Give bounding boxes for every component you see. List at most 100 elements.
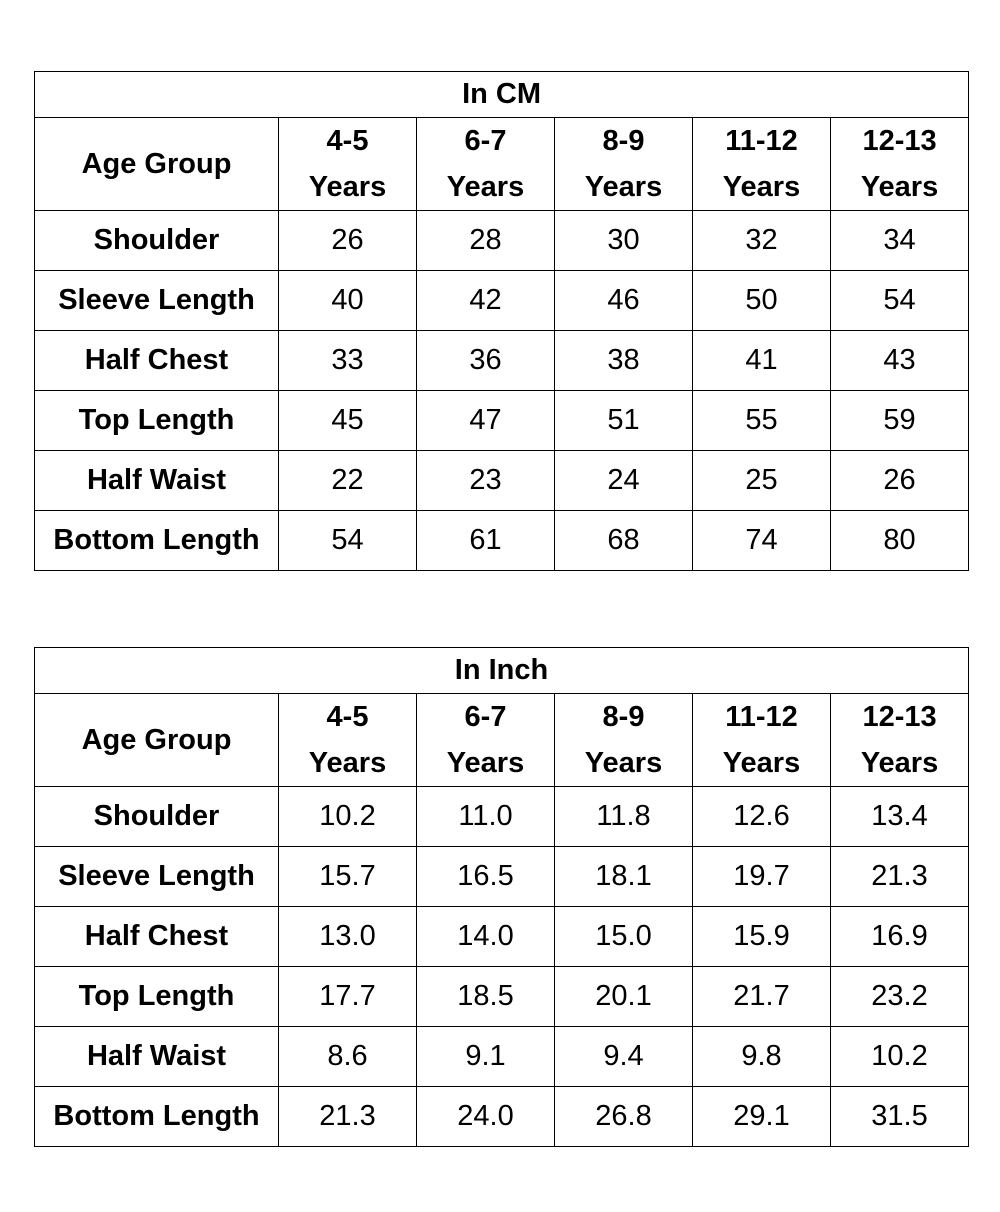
- table-row: Half Waist 8.6 9.1 9.4 9.8 10.2: [34, 1026, 970, 1087]
- measurement-cell: 24.0: [416, 1086, 555, 1147]
- age-range: 12-13: [862, 125, 937, 157]
- table-title: In Inch: [33, 647, 970, 694]
- table-row: Sleeve Length 40 42 46 50 54: [34, 270, 970, 331]
- age-range: 11-12: [725, 701, 798, 733]
- measurement-cell: 16.5: [416, 846, 555, 907]
- age-column-header: 8-9 Years: [554, 693, 693, 787]
- age-range: 8-9: [602, 701, 645, 733]
- table-row: Top Length 45 47 51 55 59: [34, 390, 970, 451]
- measurement-cell: 18.1: [554, 846, 693, 907]
- row-label: Bottom Length: [34, 1086, 279, 1147]
- measurement-cell: 26: [829, 450, 970, 511]
- age-range: 4-5: [326, 701, 369, 733]
- table-row: Bottom Length 21.3 24.0 26.8 29.1 31.5: [34, 1086, 970, 1147]
- measurement-cell: 31.5: [829, 1086, 970, 1147]
- measurement-cell: 12.6: [692, 786, 831, 847]
- measurement-cell: 28: [416, 210, 555, 271]
- measurement-cell: 38: [554, 330, 693, 391]
- measurement-cell: 10.2: [278, 786, 417, 847]
- measurement-cell: 45: [278, 390, 417, 451]
- age-column-header: 12-13 Years: [829, 117, 970, 211]
- measurement-cell: 21.7: [692, 966, 831, 1027]
- measurement-cell: 50: [692, 270, 831, 331]
- age-group-header: Age Group: [34, 117, 279, 211]
- measurement-cell: 15.9: [692, 906, 831, 967]
- age-group-header: Age Group: [34, 693, 279, 787]
- age-column-header: 6-7 Years: [416, 693, 555, 787]
- measurement-cell: 40: [278, 270, 417, 331]
- measurement-cell: 54: [278, 510, 417, 571]
- measurement-cell: 54: [829, 270, 970, 331]
- age-unit: Years: [446, 747, 525, 779]
- age-unit: Years: [860, 747, 939, 779]
- measurement-cell: 80: [829, 510, 970, 571]
- row-label: Shoulder: [34, 786, 279, 847]
- table-row: Half Waist 22 23 24 25 26: [34, 450, 970, 511]
- age-unit: Years: [584, 171, 663, 203]
- age-unit: Years: [308, 747, 387, 779]
- table-title-row: In CM: [33, 71, 970, 118]
- table-header-row: Age Group 4-5 Years 6-7 Years 8-9 Years 11-…: [34, 693, 970, 787]
- measurement-cell: 15.7: [278, 846, 417, 907]
- measurement-cell: 41: [692, 330, 831, 391]
- row-label: Half Waist: [34, 450, 279, 511]
- row-label: Sleeve Length: [34, 270, 279, 331]
- measurement-cell: 26.8: [554, 1086, 693, 1147]
- table-row: Shoulder 26 28 30 32 34: [34, 210, 970, 271]
- measurement-cell: 33: [278, 330, 417, 391]
- table-header-row: Age Group 4-5 Years 6-7 Years 8-9 Years 11-…: [34, 117, 970, 211]
- measurement-cell: 11.0: [416, 786, 555, 847]
- measurement-cell: 46: [554, 270, 693, 331]
- measurement-cell: 43: [829, 330, 970, 391]
- measurement-cell: 25: [692, 450, 831, 511]
- age-column-header: 11-12 Years: [692, 117, 831, 211]
- age-unit: Years: [446, 171, 525, 203]
- age-range: 12-13: [862, 701, 937, 733]
- age-column-header: 4-5 Years: [278, 693, 417, 787]
- age-unit: Years: [722, 747, 801, 779]
- size-chart-inch-table: In Inch Age Group 4-5 Years 6-7 Years 8-9 Y…: [33, 647, 970, 1147]
- measurement-cell: 18.5: [416, 966, 555, 1027]
- measurement-cell: 9.1: [416, 1026, 555, 1087]
- measurement-cell: 15.0: [554, 906, 693, 967]
- row-label: Sleeve Length: [34, 846, 279, 907]
- measurement-cell: 19.7: [692, 846, 831, 907]
- age-range: 4-5: [326, 125, 369, 157]
- age-unit: Years: [860, 171, 939, 203]
- row-label: Top Length: [34, 966, 279, 1027]
- measurement-cell: 51: [554, 390, 693, 451]
- measurement-cell: 14.0: [416, 906, 555, 967]
- measurement-cell: 11.8: [554, 786, 693, 847]
- age-column-header: 6-7 Years: [416, 117, 555, 211]
- table-row: Bottom Length 54 61 68 74 80: [34, 510, 970, 571]
- measurement-cell: 32: [692, 210, 831, 271]
- age-range: 6-7: [464, 701, 507, 733]
- age-unit: Years: [722, 171, 801, 203]
- age-unit: Years: [584, 747, 663, 779]
- table-title: In CM: [33, 71, 970, 118]
- size-chart-cm-table: In CM Age Group 4-5 Years 6-7 Years 8-9 Yea…: [33, 71, 970, 571]
- measurement-cell: 30: [554, 210, 693, 271]
- measurement-cell: 47: [416, 390, 555, 451]
- measurement-cell: 20.1: [554, 966, 693, 1027]
- measurement-cell: 26: [278, 210, 417, 271]
- measurement-cell: 74: [692, 510, 831, 571]
- age-column-header: 4-5 Years: [278, 117, 417, 211]
- measurement-cell: 16.9: [829, 906, 970, 967]
- measurement-cell: 42: [416, 270, 555, 331]
- table-title-row: In Inch: [33, 647, 970, 694]
- measurement-cell: 9.8: [692, 1026, 831, 1087]
- table-row: Sleeve Length 15.7 16.5 18.1 19.7 21.3: [34, 846, 970, 907]
- row-label: Bottom Length: [34, 510, 279, 571]
- row-label: Half Waist: [34, 1026, 279, 1087]
- measurement-cell: 29.1: [692, 1086, 831, 1147]
- table-row: Half Chest 13.0 14.0 15.0 15.9 16.9: [34, 906, 970, 967]
- age-column-header: 12-13 Years: [829, 693, 970, 787]
- age-range: 6-7: [464, 125, 507, 157]
- measurement-cell: 61: [416, 510, 555, 571]
- table-row: Half Chest 33 36 38 41 43: [34, 330, 970, 391]
- measurement-cell: 24: [554, 450, 693, 511]
- measurement-cell: 34: [829, 210, 970, 271]
- measurement-cell: 68: [554, 510, 693, 571]
- row-label: Half Chest: [34, 906, 279, 967]
